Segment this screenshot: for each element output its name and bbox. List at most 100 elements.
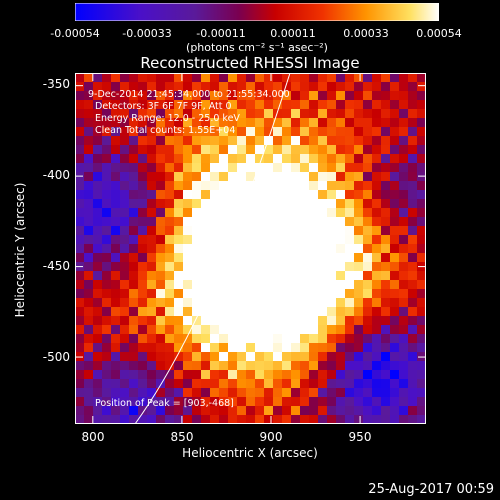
heatmap-cell	[192, 181, 202, 191]
heatmap-cell	[138, 244, 148, 254]
heatmap-cell	[381, 73, 391, 83]
heatmap-cell	[102, 388, 112, 398]
heatmap-cell	[192, 208, 202, 218]
heatmap-cell	[372, 181, 382, 191]
heatmap-cell	[345, 352, 355, 362]
heatmap-cell	[372, 298, 382, 308]
heatmap-cell	[273, 289, 283, 299]
heatmap-cell	[237, 388, 247, 398]
heatmap-cell	[345, 190, 355, 200]
heatmap-cell	[84, 235, 94, 245]
heatmap-cell	[156, 154, 166, 164]
heatmap-cell	[183, 334, 193, 344]
heatmap-cell	[399, 397, 409, 407]
heatmap-cell	[381, 163, 391, 173]
heatmap-cell	[291, 415, 301, 424]
heatmap-cell	[327, 217, 337, 227]
heatmap-cell	[165, 172, 175, 182]
heatmap-cell	[363, 262, 373, 272]
heatmap-cell	[273, 406, 283, 416]
heatmap-cell	[93, 172, 103, 182]
heatmap-cell	[372, 415, 382, 424]
heatmap-cell	[192, 289, 202, 299]
heatmap-cell	[372, 325, 382, 335]
heatmap-cell	[75, 244, 85, 254]
heatmap-cell	[255, 343, 265, 353]
heatmap-cell	[201, 388, 211, 398]
heatmap-cell	[264, 217, 274, 227]
heatmap-cell	[309, 397, 319, 407]
heatmap-cell	[183, 406, 193, 416]
heatmap-cell	[336, 136, 346, 146]
heatmap-cell	[318, 307, 328, 317]
heatmap-cell	[84, 262, 94, 272]
heatmap-cell	[219, 262, 229, 272]
heatmap-cell	[246, 208, 256, 218]
heatmap-cell	[84, 208, 94, 218]
heatmap-cell	[300, 379, 310, 389]
heatmap-cell	[255, 190, 265, 200]
heatmap-cell	[300, 163, 310, 173]
heatmap-cell	[390, 163, 400, 173]
heatmap-cell	[138, 316, 148, 326]
heatmap-cell	[192, 154, 202, 164]
heatmap-cell	[318, 289, 328, 299]
heatmap-cell	[282, 379, 292, 389]
heatmap-cell	[210, 154, 220, 164]
heatmap-cell	[255, 217, 265, 227]
heatmap-cell	[273, 82, 283, 92]
heatmap-cell	[336, 118, 346, 128]
heatmap-cell	[219, 199, 229, 209]
heatmap-cell	[219, 325, 229, 335]
heatmap-cell	[75, 298, 85, 308]
heatmap-cell	[273, 325, 283, 335]
heatmap-cell	[156, 208, 166, 218]
heatmap-cell	[327, 262, 337, 272]
heatmap-cell	[381, 190, 391, 200]
heatmap-cell	[336, 388, 346, 398]
heatmap-cell	[327, 379, 337, 389]
heatmap-cell	[219, 334, 229, 344]
heatmap-cell	[129, 415, 139, 424]
heatmap-cell	[111, 163, 121, 173]
annotation-counts: Clean Total counts: 1.55E+04	[95, 125, 236, 136]
heatmap-cell	[246, 253, 256, 263]
heatmap-cell	[84, 217, 94, 227]
heatmap-cell	[381, 91, 391, 101]
heatmap-cell	[102, 208, 112, 218]
heatmap-cell	[372, 334, 382, 344]
heatmap-cell	[93, 406, 103, 416]
heatmap-cell	[138, 109, 148, 119]
heatmap-cell	[255, 253, 265, 263]
heatmap-cell	[408, 325, 418, 335]
heatmap-cell	[291, 244, 301, 254]
heatmap-cell	[372, 262, 382, 272]
heatmap-cell	[102, 127, 112, 137]
heatmap-cell	[336, 271, 346, 281]
heatmap-cell	[138, 163, 148, 173]
heatmap-cell	[147, 289, 157, 299]
heatmap-cell	[75, 145, 85, 155]
heatmap-cell	[174, 145, 184, 155]
heatmap-cell	[381, 253, 391, 263]
heatmap-cell	[327, 136, 337, 146]
heatmap-cell	[390, 262, 400, 272]
heatmap-cell	[345, 145, 355, 155]
heatmap-cell	[93, 226, 103, 236]
heatmap-cell	[372, 370, 382, 380]
heatmap-cell	[138, 262, 148, 272]
x-tick-label: 950	[348, 430, 372, 444]
heatmap-cell	[138, 154, 148, 164]
heatmap-cell	[138, 289, 148, 299]
heatmap-cell	[228, 154, 238, 164]
heatmap-cell	[345, 406, 355, 416]
heatmap-cell	[219, 190, 229, 200]
heatmap-cell	[147, 397, 157, 407]
heatmap-cell	[363, 271, 373, 281]
heatmap-cell	[318, 388, 328, 398]
heatmap-cell	[210, 163, 220, 173]
heatmap-cell	[354, 379, 364, 389]
heatmap-cell	[210, 370, 220, 380]
heatmap-cell	[282, 118, 292, 128]
heatmap-cell	[219, 406, 229, 416]
